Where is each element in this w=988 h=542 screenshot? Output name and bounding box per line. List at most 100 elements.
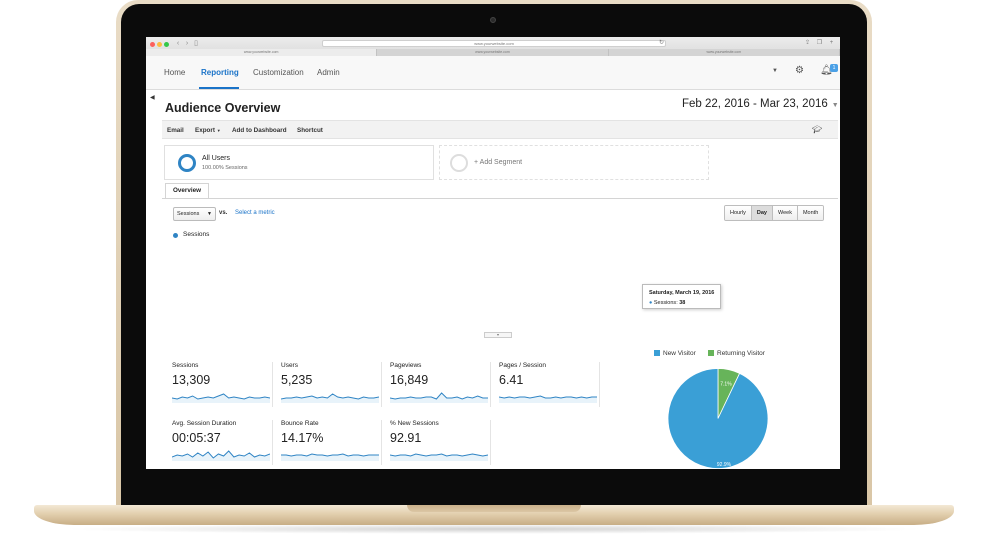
laptop-base [34, 505, 954, 525]
granularity-hourly[interactable]: Hourly [725, 206, 752, 220]
metric-value: 16,849 [390, 373, 429, 387]
back-icon[interactable]: ‹ [176, 40, 180, 47]
metric-value: 00:05:37 [172, 431, 221, 445]
address-bar[interactable]: www.yourwebsite.com [322, 40, 666, 47]
metric-name: Bounce Rate [281, 420, 319, 427]
notification-badge: 1 [830, 64, 838, 72]
page-title: Audience Overview [165, 101, 281, 115]
sparkline-area [172, 451, 270, 461]
chart-resize-handle[interactable]: ▾ [484, 332, 512, 338]
add-to-dashboard-button[interactable]: Add to Dashboard [232, 127, 287, 134]
sidebar-icon[interactable]: ▯ [194, 40, 198, 47]
account-dropdown-icon[interactable]: ▼ [772, 68, 778, 74]
chevron-down-icon: ▼ [831, 102, 839, 109]
minimize-window-icon[interactable] [157, 42, 162, 47]
bell-icon[interactable]: 🔔︎ [820, 65, 833, 76]
legend-swatch [708, 350, 714, 356]
metric-value: 14.17% [281, 431, 324, 445]
metric-card[interactable]: Users 5,235 [281, 362, 382, 407]
caret-down-icon: ▼ [216, 128, 221, 133]
legend-marker [173, 233, 178, 238]
metric-value: 13,309 [172, 373, 211, 387]
granularity-toggle: Hourly Day Week Month [724, 205, 825, 221]
metric-card[interactable]: % New Sessions 92.91 [390, 420, 491, 465]
metric-select-label: Sessions [177, 211, 200, 217]
browser-tab[interactable]: www.yourwebsite.com [146, 49, 378, 56]
chevron-down-icon: ▼ [207, 211, 212, 217]
top-nav: Home Reporting Customization Admin ▼ ⚙ 🔔… [146, 56, 840, 90]
metric-card[interactable]: Sessions 13,309 [172, 362, 273, 407]
new-tab-icon[interactable]: + [829, 40, 834, 46]
shortcut-button[interactable]: Shortcut [297, 127, 323, 134]
browser-chrome: ‹ › ▯ www.yourwebsite.com ↻ ⇪ ❐ + www.yo… [146, 37, 840, 56]
nav-reporting[interactable]: Reporting [201, 68, 239, 77]
sparkline-line [390, 453, 488, 457]
legend-swatch [654, 350, 660, 356]
metric-name: Pageviews [390, 362, 422, 369]
nav-customization[interactable]: Customization [253, 68, 304, 77]
date-range-picker[interactable]: Feb 22, 2016 - Mar 23, 2016 ▼ [682, 98, 839, 110]
metric-card[interactable]: Bounce Rate 14.17% [281, 420, 382, 465]
camera-icon [490, 17, 496, 23]
granularity-month[interactable]: Month [797, 206, 824, 220]
maximize-window-icon[interactable] [164, 42, 169, 47]
sparkline-line [172, 393, 270, 400]
tooltip-marker: ● [649, 300, 653, 306]
sparkline-area [172, 394, 270, 403]
metric-name: Avg. Session Duration [172, 420, 237, 427]
nav-home[interactable]: Home [164, 68, 186, 77]
granularity-day[interactable]: Day [751, 206, 773, 220]
metric-sparkline [281, 453, 379, 461]
browser-tab[interactable]: www.yourwebsite.com [377, 49, 609, 56]
empty-ring-icon [450, 154, 468, 172]
segment-all-users[interactable]: All Users 100.00% Sessions [164, 145, 434, 180]
metric-card[interactable]: Pages / Session 6.41 [499, 362, 600, 407]
metric-sparkline [172, 450, 270, 461]
graduation-cap-icon[interactable]: 🎓︎ [812, 125, 823, 134]
chart-tooltip: Saturday, March 19, 2016 ● Sessions: 38 [642, 284, 721, 309]
pie-slice-label: 92.9% [717, 462, 732, 468]
collapse-sidebar-icon[interactable]: ◀ [150, 95, 155, 101]
metric-value: 92.91 [390, 431, 422, 445]
metric-name: % New Sessions [390, 420, 439, 427]
tab-divider [162, 198, 838, 199]
active-nav-underline [199, 87, 239, 89]
tooltip-value: ● Sessions: 38 [649, 300, 686, 306]
pie-slice-new-visitor[interactable] [667, 368, 769, 469]
pie-legend-label: Returning Visitor [717, 350, 765, 357]
close-window-icon[interactable] [150, 42, 155, 47]
reload-icon[interactable]: ↻ [658, 40, 665, 46]
gear-icon[interactable]: ⚙ [795, 65, 804, 76]
sessions-line-chart: 10050...Feb 29Mar 7Mar 14Mar 21 [146, 237, 840, 343]
sparkline-line [281, 393, 379, 400]
laptop-shadow [60, 524, 928, 534]
export-button[interactable]: Export ▼ [195, 127, 221, 134]
metric-card[interactable]: Avg. Session Duration 00:05:37 [172, 420, 273, 465]
browser-tab[interactable]: www.yourwebsite.com [608, 49, 840, 56]
nav-admin[interactable]: Admin [317, 68, 340, 77]
tabs-icon[interactable]: ❐ [816, 40, 823, 46]
sparkline-line [499, 395, 597, 399]
metric-name: Users [281, 362, 298, 369]
tab-overview[interactable]: Overview [165, 183, 209, 198]
email-button[interactable]: Email [167, 127, 184, 134]
metric-name: Pages / Session [499, 362, 546, 369]
pie-legend-returning: Returning Visitor [708, 350, 765, 357]
screen: ‹ › ▯ www.yourwebsite.com ↻ ⇪ ❐ + www.yo… [146, 37, 840, 469]
metric-sparkline [281, 393, 379, 403]
legend-label: Sessions [183, 231, 210, 238]
share-icon[interactable]: ⇪ [804, 40, 811, 46]
metric-card[interactable]: Pageviews 16,849 [390, 362, 491, 407]
add-segment-button[interactable]: + Add Segment [439, 145, 709, 180]
granularity-week[interactable]: Week [773, 206, 798, 220]
select-metric-link[interactable]: Select a metric [235, 210, 275, 216]
metric-select[interactable]: Sessions ▼ [173, 207, 216, 221]
sparkline-area [390, 393, 488, 403]
sparkline-line [281, 453, 379, 457]
forward-icon[interactable]: › [185, 40, 189, 47]
laptop-notch [407, 505, 581, 512]
sparkline-area [281, 454, 379, 461]
metric-sparkline [499, 395, 597, 403]
add-segment-label: + Add Segment [474, 159, 523, 166]
date-range-label: Feb 22, 2016 - Mar 23, 2016 [682, 98, 828, 110]
